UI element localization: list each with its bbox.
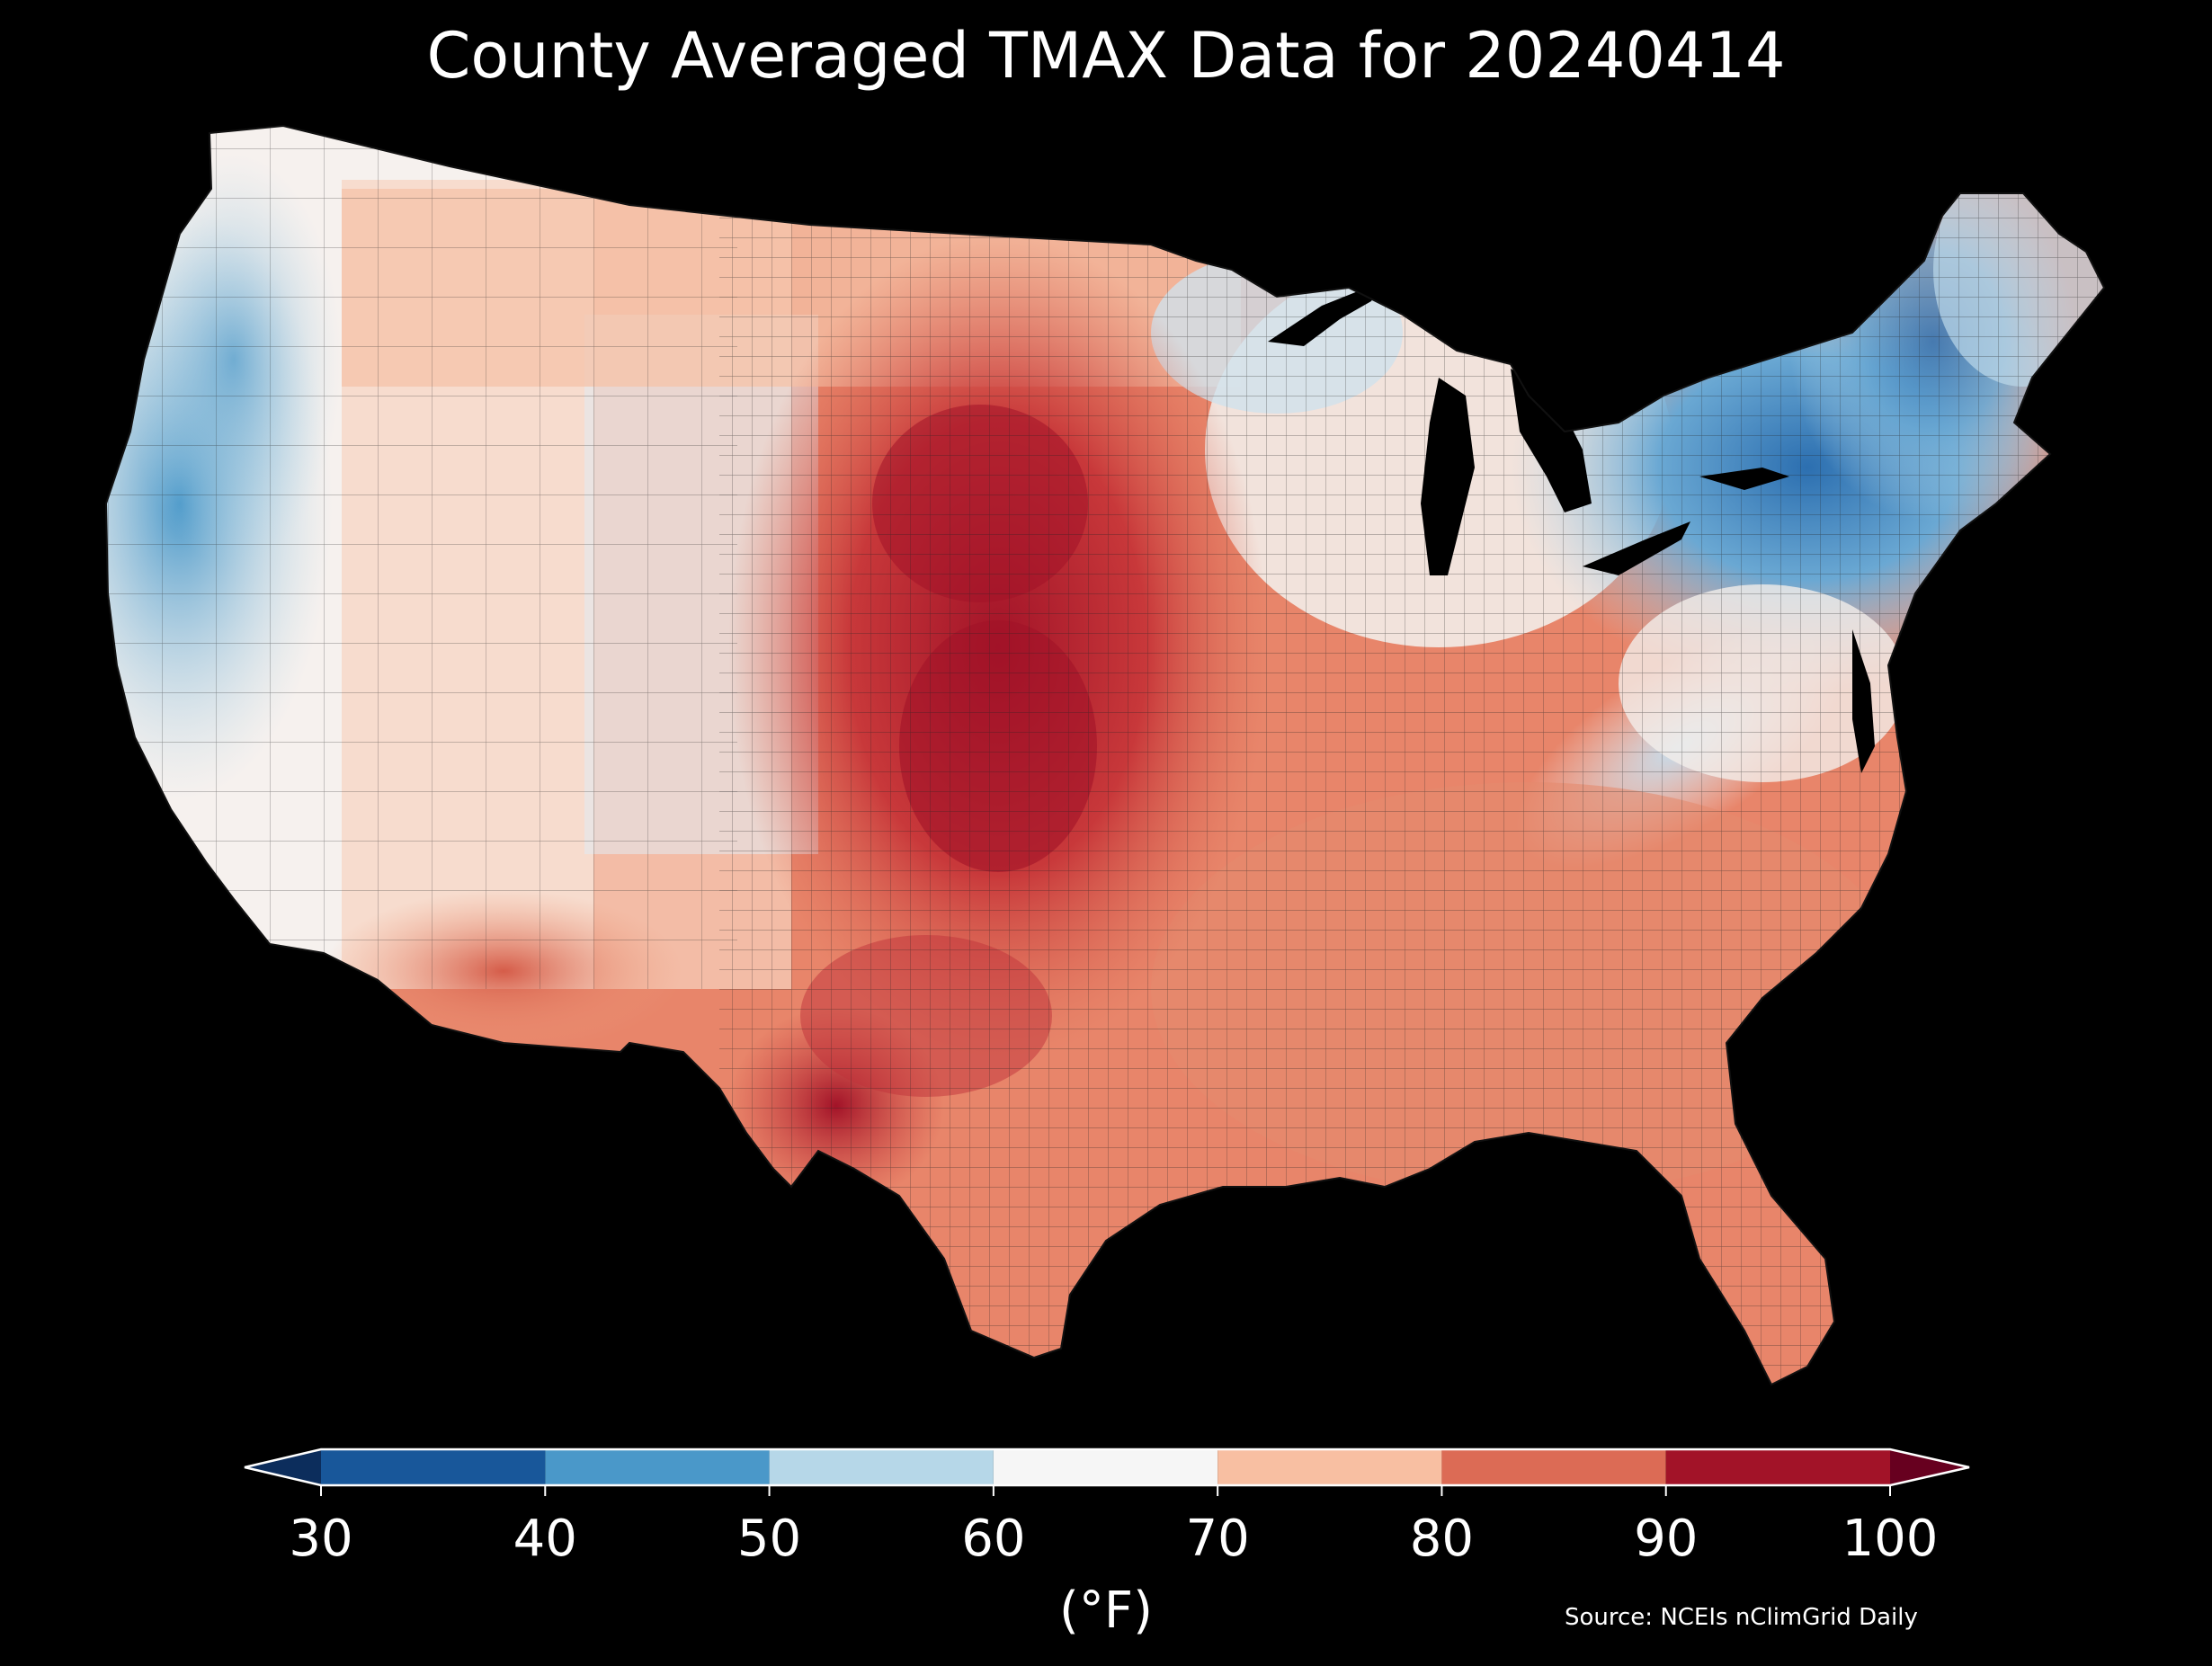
source-note: Source: NCEIs nClimGrid Daily — [1565, 1604, 1918, 1631]
colorbar-tick-label-30: 30 — [289, 1510, 353, 1568]
chesapeake-bay — [1852, 629, 1875, 773]
colorbar-bin-40-50 — [545, 1449, 770, 1485]
colorbar-unit-label: (°F) — [1059, 1581, 1153, 1640]
colorbar-tick-label-70: 70 — [1185, 1510, 1250, 1568]
lake-ontario — [1699, 468, 1789, 490]
colorbar-bin-70-80 — [1217, 1449, 1442, 1485]
colorbar-bin-30-40 — [321, 1449, 546, 1485]
colorbar-tick-label-60: 60 — [961, 1510, 1026, 1568]
colorbar-under-arrow — [245, 1449, 321, 1485]
colorbar-over-arrow — [1890, 1449, 1969, 1485]
colorbar-bin-90-100 — [1665, 1449, 1890, 1485]
colorbar-bin-50-60 — [769, 1449, 994, 1485]
colorbar-tick-label-50: 50 — [736, 1510, 802, 1568]
colorbar-bin-60-70 — [993, 1449, 1218, 1485]
lake-superior — [1268, 279, 1385, 346]
colorbar-tick-label-100: 100 — [1842, 1510, 1939, 1568]
colorbar-tick-label-90: 90 — [1634, 1510, 1699, 1568]
colorbar-bin-80-90 — [1441, 1449, 1666, 1485]
colorbar-tick-label-40: 40 — [513, 1510, 577, 1568]
lake-erie — [1583, 521, 1690, 575]
page-title: County Averaged TMAX Data for 20240414 — [426, 19, 1786, 93]
lake-huron — [1511, 369, 1592, 512]
lake-michigan — [1421, 378, 1475, 575]
colorbar-tick-label-80: 80 — [1409, 1510, 1475, 1568]
